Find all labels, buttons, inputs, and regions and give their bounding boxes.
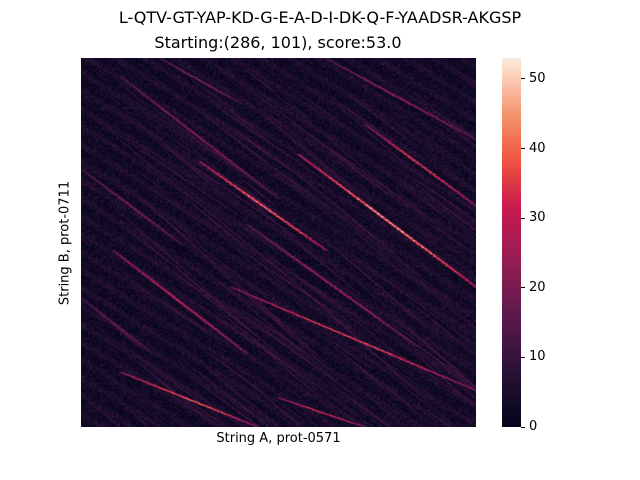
colorbar-tick-mark [521, 78, 525, 80]
colorbar-tick-label: 50 [529, 70, 546, 86]
x-axis-label: String A, prot-0571 [216, 431, 341, 446]
colorbar-tick-mark [521, 217, 525, 219]
colorbar-tick-label: 40 [529, 140, 546, 156]
colorbar-tick-label: 0 [529, 419, 538, 434]
y-axis-label: String B, prot-0711 [57, 180, 73, 306]
colorbar-tick-mark [521, 356, 525, 358]
colorbar [502, 58, 521, 427]
colorbar-tick-label: 30 [529, 210, 546, 226]
colorbar-tick-mark [521, 148, 525, 149]
colorbar-tick-label: 10 [529, 349, 546, 365]
heatmap-plot [81, 58, 476, 427]
colorbar-tick-mark [521, 287, 525, 289]
chart-subtitle: Starting:(286, 101), score:53.0 [154, 33, 402, 52]
colorbar-tick-mark [521, 426, 525, 428]
colorbar-tick-label: 20 [529, 279, 546, 295]
chart-title: L-QTV-GT-YAP-KD-G-E-A-D-I-DK-Q-F-YAADSR-… [118, 8, 522, 27]
